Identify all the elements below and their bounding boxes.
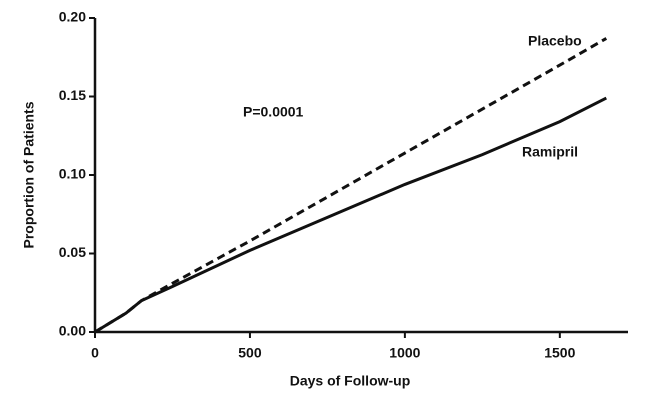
x-tick-label: 0: [91, 345, 99, 361]
y-tick-label: 0.15: [59, 87, 86, 103]
annotation: P=0.0001: [243, 104, 304, 120]
y-tick-label: 0.00: [59, 323, 86, 339]
x-tick-label: 1500: [544, 345, 575, 361]
y-tick-label: 0.20: [59, 9, 86, 25]
x-tick-label: 1000: [389, 345, 420, 361]
line: [94, 96, 607, 334]
x-axis-label: Days of Follow-up: [290, 373, 411, 389]
y-tick-label: 0.10: [59, 166, 86, 182]
y-axis-label: Proportion of Patients: [21, 101, 37, 248]
y-tick-label: 0.05: [59, 244, 86, 260]
series-label: Placebo: [528, 33, 582, 49]
series-label: Ramipril: [522, 144, 578, 160]
x-tick-label: 500: [238, 345, 262, 361]
